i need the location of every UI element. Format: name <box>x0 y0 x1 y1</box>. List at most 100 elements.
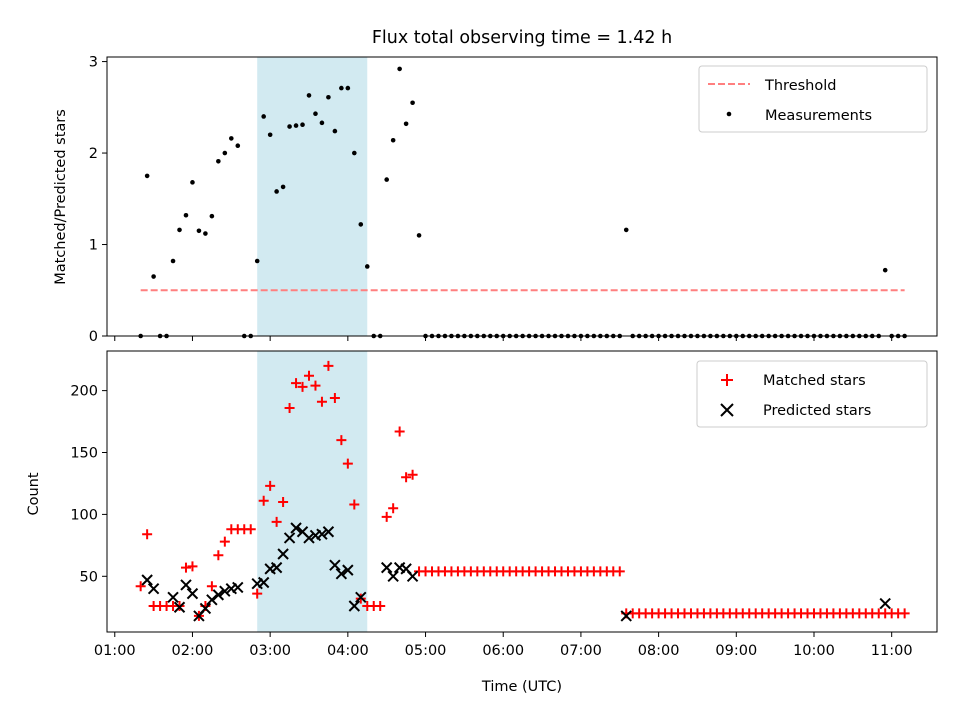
matched-stars-point <box>336 435 347 446</box>
measurements-point <box>177 227 182 233</box>
predicted-stars-point <box>141 574 153 586</box>
predicted-stars-point <box>348 600 361 612</box>
matched-stars-point <box>206 581 217 592</box>
x-tick-label: 07:00 <box>560 643 602 659</box>
matched-stars-point <box>407 469 418 480</box>
predicted-stars-point <box>355 591 367 604</box>
measurements-point <box>397 66 402 72</box>
predicted-stars-point <box>316 528 328 540</box>
matched-stars-point <box>323 360 334 371</box>
measurements-point <box>183 212 189 218</box>
measurements-point <box>384 177 389 182</box>
predicted-stars-point <box>380 561 393 574</box>
bottom-panel-frame <box>106 350 938 633</box>
x-tick-label: 02:00 <box>172 643 214 659</box>
measurements-point <box>151 274 156 279</box>
y-tick-label: 100 <box>70 507 98 523</box>
matched-stars-point <box>310 380 321 391</box>
bottom-legend-frame <box>696 360 928 428</box>
matched-stars-point <box>284 402 295 413</box>
matched-stars-point <box>252 588 263 599</box>
y-tick-label: 150 <box>70 446 98 462</box>
predicted-stars-point <box>277 548 289 560</box>
measurements-point <box>410 100 415 106</box>
predicted-stars-point <box>180 579 192 591</box>
matched-stars-point <box>303 370 314 381</box>
predicted-stars-point <box>147 582 160 595</box>
y-tick-label: 2 <box>89 146 98 162</box>
predicted-stars-point <box>322 526 335 538</box>
x-tick-label: 09:00 <box>715 643 757 659</box>
matched-stars-point <box>394 426 405 437</box>
matched-stars-point <box>329 393 340 404</box>
bottom-panel-xlabel: Time (UTC) <box>481 679 562 695</box>
measurements-point <box>170 258 176 264</box>
predicted-stars-point <box>186 587 199 600</box>
measurements-point <box>313 111 318 117</box>
top-panel-ylabel: Matched/Predicted stars <box>53 109 69 285</box>
measurements-point <box>280 184 286 190</box>
measurements-point <box>332 128 338 134</box>
measurements-point <box>416 233 422 238</box>
bottom-panel-data <box>135 360 910 622</box>
measurements-point <box>216 158 221 164</box>
predicted-legend-label: Predicted stars <box>763 403 871 419</box>
bottom-panel-shaded-interval <box>257 351 368 632</box>
predicted-stars-point <box>335 568 348 580</box>
measurements-point <box>882 267 888 273</box>
measurements-point <box>287 124 292 129</box>
predicted-stars-point <box>257 576 270 589</box>
predicted-stars-point <box>387 570 399 583</box>
measurements-legend-label: Measurements <box>765 108 872 124</box>
predicted-stars-point <box>232 581 244 594</box>
measurements-point <box>196 228 202 234</box>
matched-stars-point <box>258 495 269 506</box>
measurements-point <box>345 85 351 91</box>
measurements-point <box>352 150 357 156</box>
bottom-panel-ylabel: Count <box>26 472 42 515</box>
predicted-stars-point <box>173 601 186 613</box>
predicted-stars-point <box>303 532 315 544</box>
predicted-stars-point <box>406 570 419 583</box>
matched-stars-point <box>278 497 289 508</box>
matched-stars-point <box>180 562 191 573</box>
top-legend: Threshold Measurements <box>698 65 928 133</box>
predicted-stars-point <box>206 594 218 606</box>
measurements-point <box>254 258 260 264</box>
x-tick-label: 06:00 <box>482 643 524 659</box>
measurements-point <box>300 122 305 127</box>
matched-stars-point <box>219 536 230 547</box>
matched-stars-point <box>899 608 910 619</box>
x-tick-label: 11:00 <box>871 643 913 659</box>
predicted-stars-point <box>879 597 891 610</box>
measurements-point <box>209 213 215 219</box>
predicted-stars-point <box>167 591 179 604</box>
matched-stars-point <box>142 529 153 540</box>
measurements-point <box>623 227 629 233</box>
predicted-stars-point <box>290 522 302 534</box>
top-legend-frame <box>698 65 928 133</box>
y-tick-label: 1 <box>89 238 98 254</box>
measurements-point <box>339 85 344 91</box>
y-tick-label: 50 <box>80 569 98 585</box>
bottom-panel: 50 100 150 200 01:00 02:00 03:00 04:00 05:00 06:0… <box>26 350 938 695</box>
measurements-point <box>364 264 370 269</box>
matched-stars-point <box>265 480 276 491</box>
matched-stars-point <box>349 499 360 510</box>
x-tick-label: 10:00 <box>793 643 835 659</box>
x-tick-label: 03:00 <box>249 643 291 659</box>
matched-stars-point <box>388 503 399 514</box>
matched-stars-point <box>213 550 224 561</box>
matched-stars-point <box>614 566 625 577</box>
matched-legend-label: Matched stars <box>763 373 866 389</box>
predicted-stars-point <box>219 585 231 597</box>
matched-stars-point <box>245 524 256 535</box>
matched-legend-marker <box>721 374 733 386</box>
matched-stars-point <box>135 581 146 592</box>
measurements-point <box>144 173 150 179</box>
measurements-point <box>229 136 234 141</box>
y-tick-label: 3 <box>89 55 98 71</box>
threshold-legend-label: Threshold <box>764 78 836 94</box>
measurements-point <box>274 189 279 194</box>
